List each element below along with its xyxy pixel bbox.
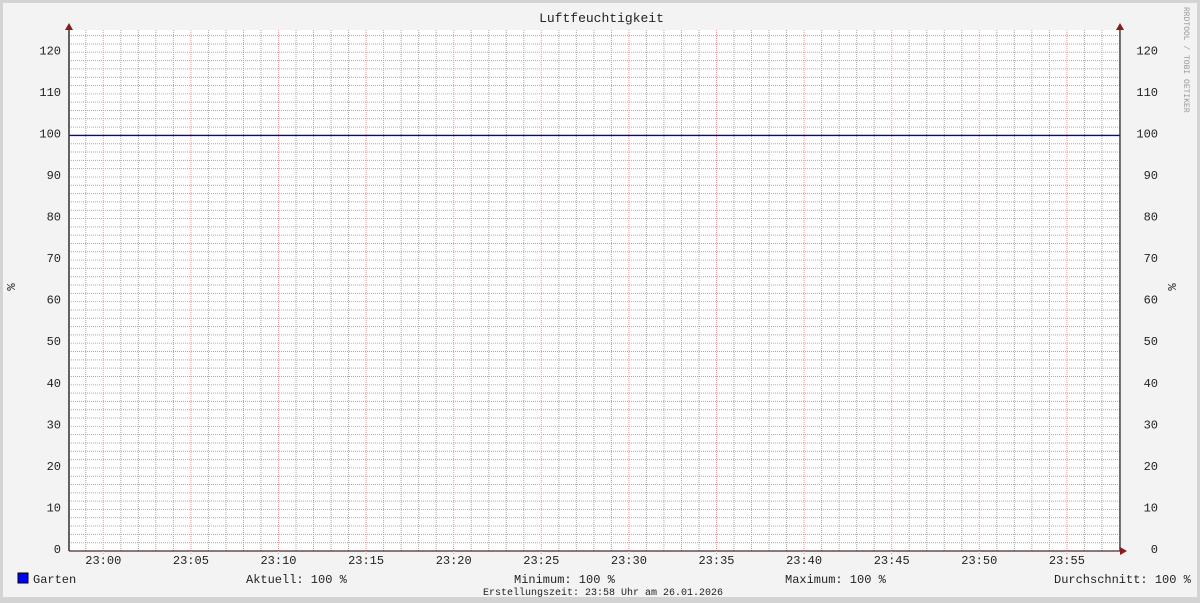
svg-text:70: 70 [47,252,61,266]
svg-text:23:40: 23:40 [786,554,822,568]
svg-text:%: % [5,283,19,291]
svg-text:23:45: 23:45 [874,554,910,568]
svg-text:23:05: 23:05 [173,554,209,568]
svg-text:80: 80 [47,211,61,225]
svg-text:30: 30 [1144,418,1158,432]
svg-text:100: 100 [39,127,61,141]
svg-text:%: % [1166,283,1180,291]
svg-text:Garten: Garten [33,573,76,587]
svg-text:110: 110 [39,86,61,100]
svg-text:23:55: 23:55 [1049,554,1085,568]
svg-text:30: 30 [47,418,61,432]
svg-text:0: 0 [54,543,61,557]
svg-text:80: 80 [1144,211,1158,225]
svg-text:23:20: 23:20 [436,554,472,568]
svg-text:20: 20 [47,460,61,474]
svg-text:60: 60 [1144,294,1158,308]
svg-text:90: 90 [1144,169,1158,183]
svg-text:23:30: 23:30 [611,554,647,568]
svg-text:50: 50 [47,335,61,349]
svg-text:90: 90 [47,169,61,183]
svg-text:0: 0 [1151,543,1158,557]
svg-text:10: 10 [47,501,61,515]
svg-text:23:15: 23:15 [348,554,384,568]
svg-text:23:50: 23:50 [961,554,997,568]
svg-text:60: 60 [47,294,61,308]
svg-text:120: 120 [1136,44,1158,58]
svg-text:Aktuell: 100 %: Aktuell: 100 % [246,573,348,587]
svg-text:Maximum: 100 %: Maximum: 100 % [785,573,887,587]
svg-text:Minimum: 100 %: Minimum: 100 % [514,573,616,587]
svg-text:100: 100 [1136,127,1158,141]
svg-text:50: 50 [1144,335,1158,349]
svg-text:10: 10 [1144,501,1158,515]
svg-text:Erstellungszeit: 23:58 Uhr am: Erstellungszeit: 23:58 Uhr am 26.01.2026 [483,587,723,597]
svg-text:110: 110 [1136,86,1158,100]
svg-text:40: 40 [47,377,61,391]
svg-text:70: 70 [1144,252,1158,266]
svg-text:23:25: 23:25 [523,554,559,568]
svg-text:23:10: 23:10 [260,554,296,568]
svg-text:40: 40 [1144,377,1158,391]
svg-text:120: 120 [39,44,61,58]
svg-text:Durchschnitt: 100 %: Durchschnitt: 100 % [1054,573,1192,587]
svg-text:23:35: 23:35 [698,554,734,568]
svg-text:23:00: 23:00 [85,554,121,568]
svg-text:20: 20 [1144,460,1158,474]
svg-text:RRDTOOL / TOBI OETIKER: RRDTOOL / TOBI OETIKER [1181,7,1190,113]
